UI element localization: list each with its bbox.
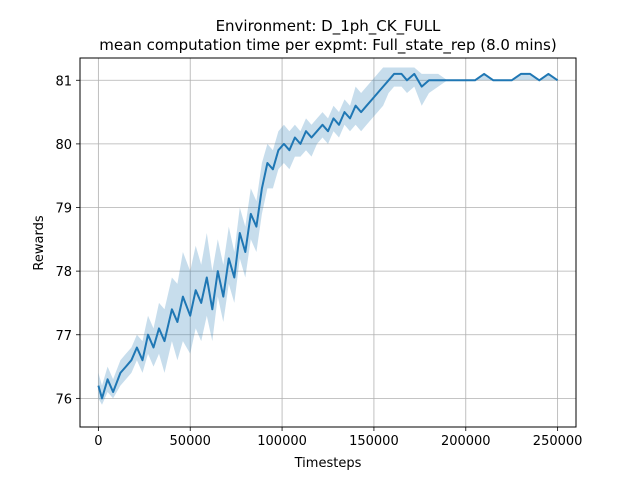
series-line-layer — [97, 72, 559, 400]
x-axis-ticks: 0 50000 100000 150000 200000 250000 — [94, 427, 582, 449]
chart-title: Environment: D_1ph_CK_FULL — [216, 17, 441, 36]
confidence-band — [98, 67, 558, 405]
grid — [80, 58, 576, 427]
y-tick-label: 80 — [55, 138, 72, 153]
y-tick-label: 76 — [55, 392, 72, 407]
x-axis-label: Timesteps — [294, 456, 362, 471]
x-tick-label: 100000 — [257, 434, 307, 449]
y-tick-label: 78 — [55, 265, 72, 280]
chart-subtitle: mean computation time per expmt: Full_st… — [99, 36, 556, 55]
y-tick-label: 77 — [55, 329, 72, 344]
x-tick-label: 150000 — [349, 434, 399, 449]
y-tick-label: 81 — [55, 74, 72, 89]
y-tick-label: 79 — [55, 202, 72, 217]
plot-frame — [79, 57, 577, 428]
y-axis-ticks: 76 77 78 79 80 81 — [55, 74, 80, 407]
x-tick-label: 200000 — [441, 434, 491, 449]
x-tick-label: 0 — [94, 434, 102, 449]
y-axis-label: Rewards — [32, 215, 47, 270]
x-tick-label: 50000 — [170, 434, 211, 449]
x-tick-label: 250000 — [533, 434, 583, 449]
confidence-band-layer — [98, 67, 558, 405]
mean-reward-line — [97, 72, 559, 400]
